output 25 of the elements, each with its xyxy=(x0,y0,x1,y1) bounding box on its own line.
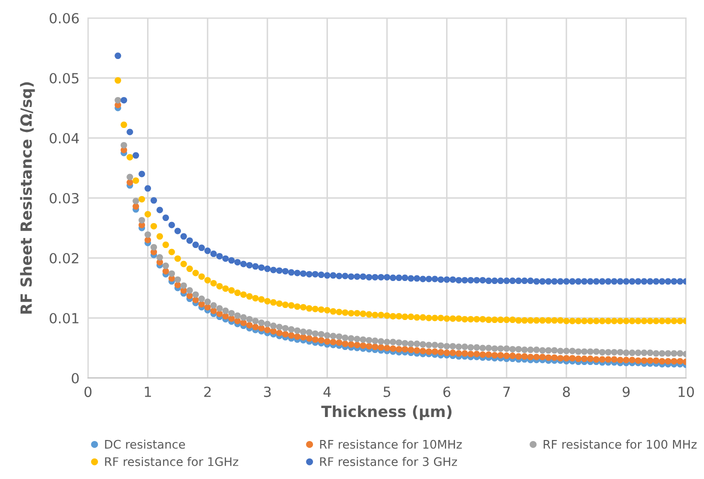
legend-label: RF resistance for 1GHz xyxy=(105,456,238,466)
y-tick-label: 0.01 xyxy=(50,312,78,324)
y-axis-title: RF Sheet Resistance (Ω/sq) xyxy=(20,82,35,314)
y-tick-label: 0.03 xyxy=(50,192,79,204)
legend-label: RF resistance for 3 GHz xyxy=(320,456,457,466)
legend-label: DC resistance xyxy=(105,440,185,449)
y-tick-label: 0.06 xyxy=(50,12,79,24)
x-tick-label: 4 xyxy=(323,386,331,397)
y-tick-label: 0.02 xyxy=(50,252,78,264)
x-tick-label: 7 xyxy=(503,386,510,397)
y-tick-label: 0.05 xyxy=(50,72,78,84)
x-tick-label: 6 xyxy=(443,386,450,398)
legend-label: RF resistance for 100 MHz xyxy=(544,440,697,449)
legend-label: RF resistance for 10MHz xyxy=(320,440,462,449)
x-tick-label: 5 xyxy=(384,386,390,398)
x-tick-label: 10 xyxy=(678,386,694,398)
x-tick-label: 8 xyxy=(562,386,570,398)
x-tick-label: 0 xyxy=(84,386,92,398)
x-tick-label: 2 xyxy=(204,386,211,397)
x-axis-title: Thickness (µm) xyxy=(321,405,452,420)
x-tick-label: 9 xyxy=(622,386,630,398)
x-tick-label: 1 xyxy=(144,386,151,397)
x-tick-label: 3 xyxy=(264,386,271,398)
y-tick-label: 0.04 xyxy=(50,132,79,144)
y-tick-label: 0 xyxy=(72,372,79,384)
